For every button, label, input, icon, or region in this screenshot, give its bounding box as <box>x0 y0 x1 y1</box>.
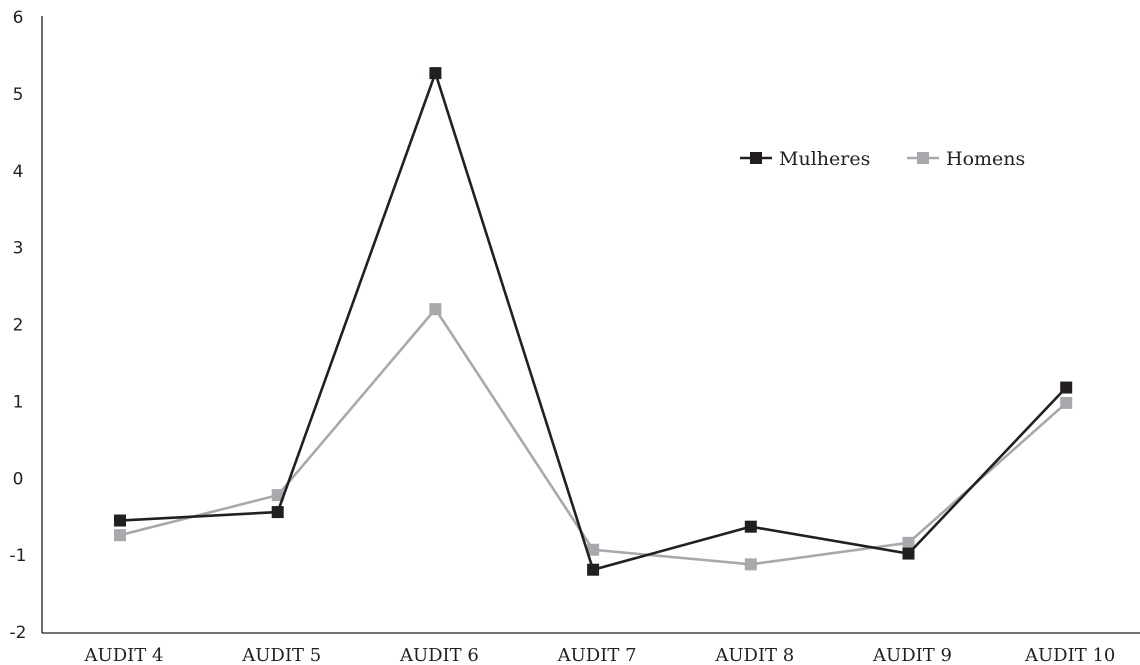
series-mulheres <box>114 67 1073 576</box>
data-point <box>1060 381 1073 394</box>
y-tick-labels: -2 -1 0 1 2 3 4 5 6 <box>10 8 27 643</box>
x-tick-label: AUDIT 9 <box>872 645 952 665</box>
data-point <box>587 563 600 576</box>
data-point <box>429 67 442 80</box>
data-point <box>902 536 915 549</box>
legend-marker <box>750 152 762 164</box>
y-tick-label: -2 <box>10 623 27 643</box>
y-tick-label: 3 <box>13 239 24 259</box>
series-line <box>119 71 1068 572</box>
axes <box>41 16 1140 634</box>
data-point <box>902 547 915 560</box>
series-lines <box>114 67 1073 576</box>
legend: Mulheres Homens <box>740 148 1025 170</box>
legend-marker <box>917 152 929 164</box>
legend-item: Homens <box>907 148 1025 170</box>
y-tick-label: 1 <box>13 392 24 412</box>
data-point <box>114 529 126 542</box>
data-point <box>744 558 757 571</box>
x-tick-label: AUDIT 7 <box>557 645 637 665</box>
data-point <box>271 489 284 502</box>
data-point <box>114 514 126 527</box>
x-tick-label: AUDIT 4 <box>84 645 164 665</box>
y-tick-label: 5 <box>13 85 24 105</box>
series-homens <box>114 303 1073 571</box>
data-point <box>1060 396 1073 409</box>
y-tick-label: 0 <box>13 469 24 489</box>
x-tick-label: AUDIT 10 <box>1024 645 1115 665</box>
legend-item: Mulheres <box>740 148 870 170</box>
data-point <box>744 520 757 533</box>
series-line <box>119 307 1068 566</box>
data-point <box>587 543 600 556</box>
data-point <box>429 303 442 316</box>
y-tick-label: -1 <box>10 546 27 566</box>
y-tick-label: 6 <box>13 8 24 28</box>
data-point <box>271 506 284 519</box>
legend-label: Mulheres <box>779 148 870 170</box>
x-tick-label: AUDIT 8 <box>714 645 794 665</box>
x-tick-labels: AUDIT 4 AUDIT 5 AUDIT 6 AUDIT 7 AUDIT 8 AUDIT… <box>84 645 1116 665</box>
x-tick-label: AUDIT 6 <box>399 645 479 665</box>
legend-label: Homens <box>946 148 1025 170</box>
y-tick-label: 2 <box>13 316 24 336</box>
x-tick-label: AUDIT 5 <box>241 645 321 665</box>
y-tick-label: 4 <box>13 162 24 182</box>
